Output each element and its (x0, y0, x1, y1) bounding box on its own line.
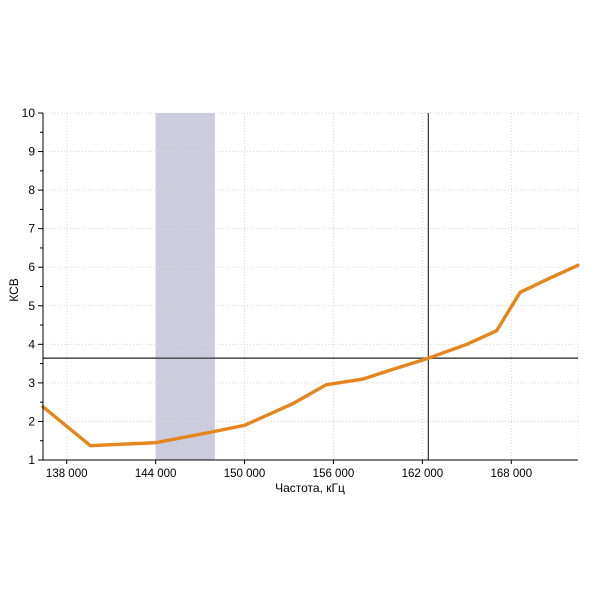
x-tick-label: 144 000 (135, 468, 177, 480)
x-tick-label: 168 000 (491, 468, 533, 480)
y-tick-label: 5 (28, 299, 35, 313)
highlight-band (155, 113, 215, 460)
y-tick-label: 1 (28, 453, 35, 467)
y-tick-label: 10 (22, 106, 36, 120)
data-series (41, 263, 580, 448)
gridlines (43, 112, 579, 461)
x-axis-ticks: 138 000 144 000 150 000 156 000 162 000 168 0… (46, 460, 532, 480)
y-tick-label: 3 (28, 376, 35, 390)
y-tick-label: 2 (28, 414, 35, 428)
y-tick-label: 8 (28, 183, 35, 197)
y-axis-ticks: 1 2 3 4 5 6 7 8 9 10 (22, 106, 43, 467)
y-axis-title: КСВ (7, 278, 21, 302)
highlight-band (155, 113, 215, 460)
y-tick-label: 6 (28, 260, 35, 274)
y-tick-label: 7 (28, 222, 35, 236)
x-tick-label: 156 000 (313, 468, 355, 480)
x-axis-title: Частота, кГц (275, 481, 345, 495)
x-tick-label: 150 000 (224, 468, 266, 480)
x-tick-label: 138 000 (46, 468, 88, 480)
marker-lines (43, 113, 578, 460)
series-line-0 (41, 263, 580, 448)
y-tick-label: 4 (28, 337, 35, 351)
x-tick-label: 162 000 (402, 468, 444, 480)
y-tick-label: 9 (28, 145, 35, 159)
plot-background (43, 113, 578, 460)
